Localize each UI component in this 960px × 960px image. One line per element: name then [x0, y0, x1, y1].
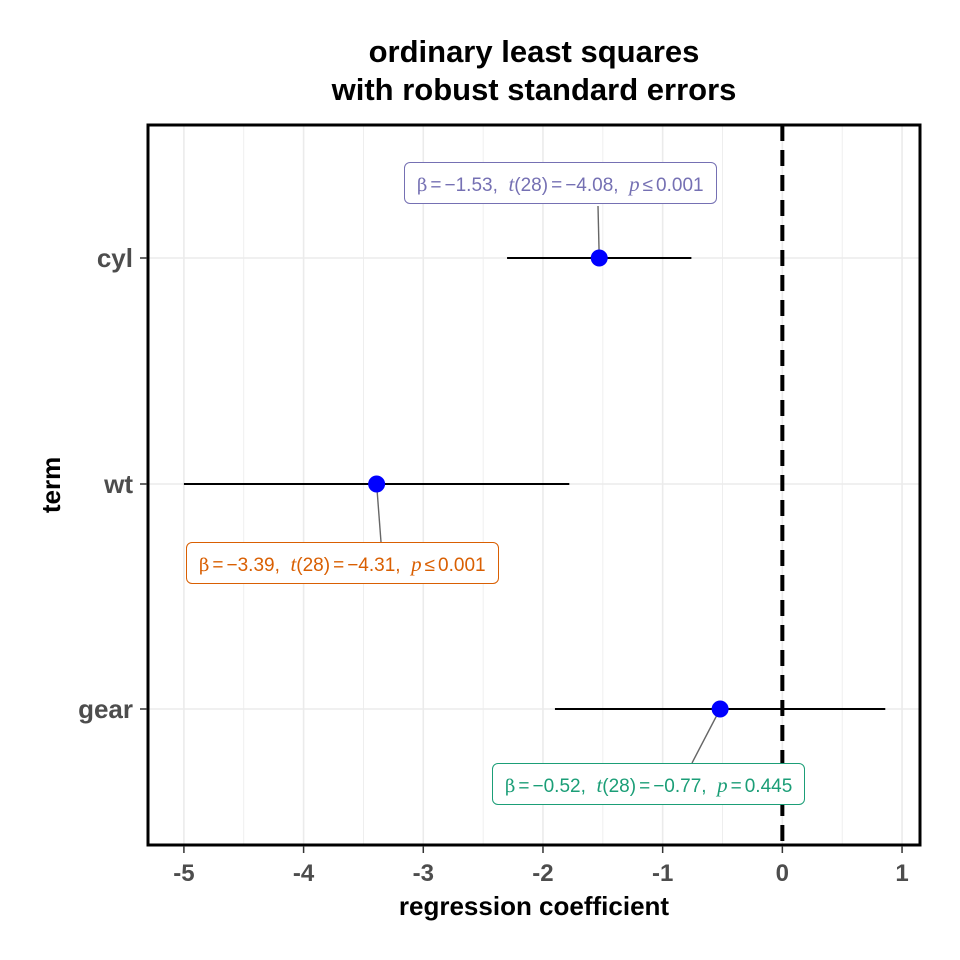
x-tick-label-4: -1	[652, 860, 673, 887]
stats-label-eq: =	[551, 175, 563, 196]
y-axis-title: term	[36, 457, 66, 513]
stats-label-eq: =	[639, 776, 651, 797]
x-tick-label-2: -3	[413, 860, 434, 887]
stats-label-p-operator: =	[730, 776, 742, 797]
stats-label-t-symbol: t	[596, 773, 603, 797]
point-gear	[711, 700, 729, 718]
stats-label-wt: β = −3.39, t(28) = −4.31, p ≤0.001	[186, 542, 499, 584]
stats-label-p-symbol: p	[717, 773, 728, 797]
stats-label-t-value: −0.77	[653, 776, 702, 797]
stats-label-beta-symbol: β	[417, 175, 428, 196]
stats-label-p-operator: ≤	[642, 175, 654, 196]
stats-label-sep: ,	[492, 175, 509, 196]
stats-label-sep: ,	[580, 776, 597, 797]
stats-label-cyl: β = −1.53, t(28) = −4.08, p ≤0.001	[404, 162, 717, 204]
stats-label-p-symbol: p	[411, 552, 422, 576]
leader-gear	[691, 708, 721, 764]
stats-label-beta-value: −3.39	[226, 555, 275, 576]
chart-subtitle: with robust standard errors	[331, 72, 737, 107]
point-wt	[368, 475, 386, 493]
stats-label-eq: =	[333, 555, 345, 576]
x-tick-label-5: 0	[776, 860, 789, 887]
y-tick-label-cyl: cyl	[97, 243, 133, 273]
x-axis-title: regression coefficient	[399, 891, 670, 921]
stats-label-beta-symbol: β	[505, 776, 516, 797]
stats-label-sep: ,	[701, 776, 718, 797]
label-leaders	[375, 205, 721, 764]
stats-label-p-symbol: p	[629, 172, 640, 196]
x-tick-label-1: -4	[293, 860, 315, 887]
stats-label-sep: ,	[395, 555, 412, 576]
stats-label-t-value: −4.08	[565, 175, 614, 196]
x-axis-ticks: -5 -4 -3 -2 -1 0 1	[173, 846, 909, 887]
y-axis-ticks: cyl wt gear	[78, 243, 147, 724]
stats-label-gear: β = −0.52, t(28) = −0.77, p = 0.445	[492, 763, 806, 805]
x-tick-label-6: 1	[895, 860, 908, 887]
stats-label-t-symbol: t	[508, 172, 515, 196]
chart-title: ordinary least squares	[368, 34, 700, 69]
stats-label-df-value: (28)	[296, 555, 331, 576]
stats-label-p-value: 0.001	[656, 175, 704, 196]
stats-label-p-value: 0.445	[744, 776, 793, 797]
stats-label-t-value: −4.31	[347, 555, 396, 576]
stats-label-eq: =	[430, 175, 442, 196]
y-tick-label-gear: gear	[78, 694, 133, 724]
stats-label-t-symbol: t	[290, 552, 297, 576]
stats-label-eq: =	[518, 776, 530, 797]
stats-label-beta-value: −0.52	[532, 776, 581, 797]
stats-label-beta-symbol: β	[199, 555, 210, 576]
stats-label-beta-value: −1.53	[444, 175, 493, 196]
x-tick-label-3: -2	[532, 860, 553, 887]
stats-label-df-value: (28)	[602, 776, 637, 797]
point-cyl	[590, 249, 608, 267]
y-tick-label-wt: wt	[103, 469, 133, 499]
stats-label-sep: ,	[274, 555, 291, 576]
leader-cyl	[597, 205, 600, 259]
stats-label-p-value: 0.001	[438, 555, 486, 576]
leader-wt	[375, 483, 382, 543]
panel-border	[146, 123, 922, 847]
x-tick-label-0: -5	[173, 860, 194, 887]
points	[368, 249, 729, 718]
stats-label-df-value: (28)	[514, 175, 549, 196]
stats-label-p-operator: ≤	[424, 555, 436, 576]
stats-label-eq: =	[212, 555, 224, 576]
stats-label-sep: ,	[613, 175, 630, 196]
